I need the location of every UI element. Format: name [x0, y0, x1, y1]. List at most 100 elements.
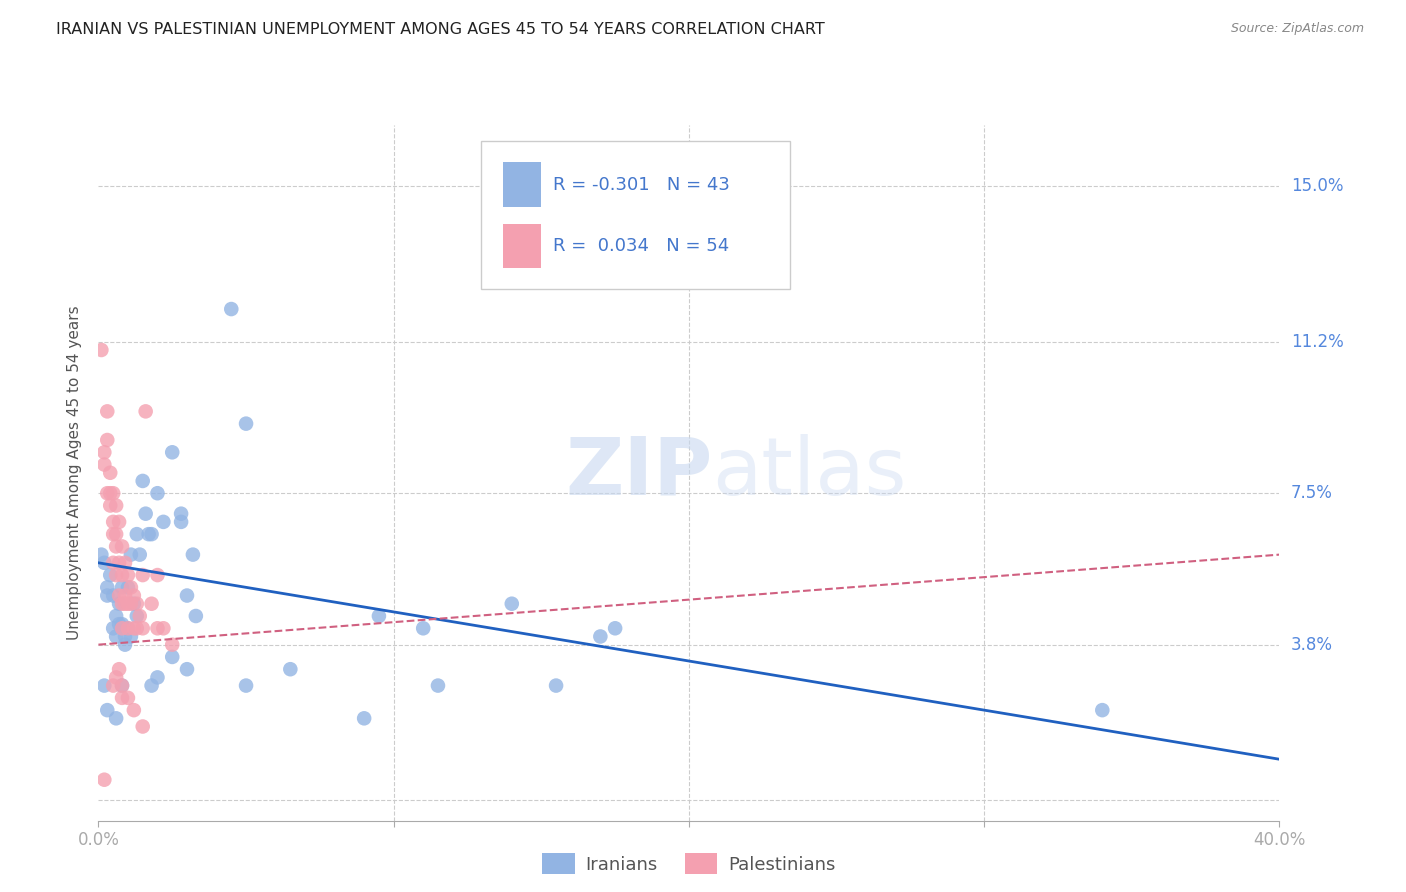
Point [98, 499, 121, 513]
Text: 11.2%: 11.2% [1291, 333, 1344, 351]
Point [135, 404, 157, 418]
Point [96, 589, 118, 603]
Point [120, 548, 142, 562]
Point [111, 540, 134, 554]
Point [605, 621, 627, 635]
Point [427, 679, 450, 693]
Point [162, 649, 183, 664]
Point [96, 486, 118, 500]
Point [98, 466, 121, 480]
Point [98, 486, 121, 500]
Legend: Iranians, Palestinians: Iranians, Palestinians [536, 846, 842, 881]
Point [122, 621, 145, 635]
Point [105, 609, 128, 624]
Point [122, 589, 145, 603]
Point [114, 630, 136, 644]
Point [103, 527, 125, 541]
Point [105, 568, 128, 582]
Point [181, 548, 204, 562]
Text: R = -0.301   N = 43: R = -0.301 N = 43 [553, 176, 730, 194]
Point [108, 617, 131, 632]
Point [132, 719, 155, 733]
Point [132, 474, 155, 488]
Point [1091, 703, 1114, 717]
Point [114, 597, 136, 611]
Point [90, 548, 112, 562]
Point [103, 589, 125, 603]
Point [117, 597, 139, 611]
Text: 15.0%: 15.0% [1291, 178, 1343, 195]
Point [146, 670, 169, 684]
Point [105, 670, 128, 684]
Point [114, 638, 136, 652]
Point [146, 568, 169, 582]
Point [105, 527, 128, 541]
Point [170, 507, 193, 521]
Point [105, 499, 128, 513]
Point [105, 540, 128, 554]
Point [93, 772, 115, 787]
Point [108, 515, 131, 529]
Point [125, 597, 148, 611]
Point [141, 527, 163, 541]
Point [93, 458, 115, 472]
Point [103, 486, 125, 500]
Point [162, 445, 183, 459]
Point [152, 515, 174, 529]
Point [114, 589, 136, 603]
Point [93, 679, 115, 693]
Point [103, 556, 125, 570]
Point [90, 343, 112, 357]
Point [278, 662, 302, 676]
Point [96, 404, 118, 418]
Point [184, 609, 207, 624]
Point [114, 556, 136, 570]
Point [412, 621, 434, 635]
Text: ZIP: ZIP [565, 434, 713, 512]
Point [93, 556, 115, 570]
Point [589, 630, 612, 644]
Point [219, 301, 242, 316]
Point [125, 621, 148, 635]
Point [235, 417, 257, 431]
Text: R =  0.034   N = 54: R = 0.034 N = 54 [553, 237, 730, 255]
Point [122, 597, 145, 611]
Point [111, 597, 134, 611]
Point [176, 662, 198, 676]
Point [125, 527, 148, 541]
Text: Source: ZipAtlas.com: Source: ZipAtlas.com [1230, 22, 1364, 36]
Text: atlas: atlas [713, 434, 907, 512]
Point [93, 445, 115, 459]
Text: IRANIAN VS PALESTINIAN UNEMPLOYMENT AMONG AGES 45 TO 54 YEARS CORRELATION CHART: IRANIAN VS PALESTINIAN UNEMPLOYMENT AMON… [56, 22, 825, 37]
Point [120, 597, 142, 611]
Point [132, 621, 155, 635]
Text: 3.8%: 3.8% [1291, 636, 1333, 654]
Point [117, 621, 139, 635]
Point [117, 580, 139, 594]
Point [96, 703, 118, 717]
Point [108, 589, 131, 603]
Point [120, 580, 142, 594]
Point [176, 589, 198, 603]
Point [353, 711, 375, 725]
Point [117, 621, 139, 635]
Point [501, 597, 523, 611]
Point [111, 621, 134, 635]
Point [368, 609, 391, 624]
Point [146, 486, 169, 500]
Point [111, 568, 134, 582]
Point [235, 679, 257, 693]
Point [96, 580, 118, 594]
Point [108, 556, 131, 570]
Point [96, 433, 118, 447]
Point [544, 679, 567, 693]
Point [170, 515, 193, 529]
Point [103, 679, 125, 693]
Point [128, 548, 150, 562]
Y-axis label: Unemployment Among Ages 45 to 54 years: Unemployment Among Ages 45 to 54 years [67, 305, 83, 640]
Point [117, 568, 139, 582]
Point [141, 597, 163, 611]
Point [111, 617, 134, 632]
Point [128, 609, 150, 624]
Point [103, 621, 125, 635]
